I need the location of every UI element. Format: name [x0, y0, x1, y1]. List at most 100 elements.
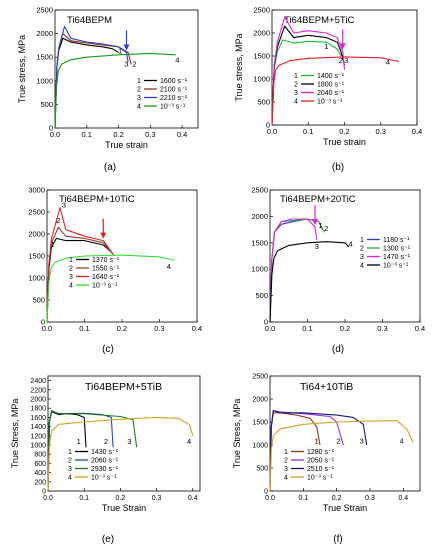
panel-label: (a) [104, 162, 116, 173]
x-tick-label: 0.0 [43, 495, 53, 502]
curve-label: 1 [118, 46, 122, 55]
x-tick-label: 0.2 [113, 130, 123, 139]
fracture-arrow-head [100, 232, 107, 239]
curve-label: 3 [127, 437, 131, 446]
legend-id: 1 [294, 73, 298, 80]
fracture-arrow-head [312, 218, 318, 225]
series-line-1 [271, 39, 342, 126]
legend-id: 2 [69, 266, 73, 273]
curve-label: 2 [56, 216, 60, 225]
curve-label: 3 [124, 60, 128, 69]
x-tick-label: 0.4 [177, 130, 187, 139]
curve-label: 4 [400, 437, 404, 446]
y-tick-label: 500 [255, 291, 268, 300]
legend-id: 3 [294, 90, 298, 97]
y-tick-label: 800 [34, 452, 46, 459]
chart-title: Ti64BEPM+5TiB [85, 381, 162, 393]
chart-title: Ti64+10TiB [300, 381, 353, 393]
x-tick-label: 0.2 [332, 495, 342, 502]
x-tick-label: 0.3 [365, 495, 375, 502]
x-tick-label: 0.3 [154, 324, 164, 333]
legend-id: 4 [137, 104, 141, 111]
y-tick-label: 1500 [252, 420, 268, 427]
series-line-1 [269, 218, 323, 323]
series-line-3 [46, 207, 115, 323]
legend-entry: 1400 s⁻¹ [317, 73, 345, 80]
y-tick-label: 0 [264, 489, 268, 496]
legend-entry: 2510 s⁻¹ [307, 466, 335, 473]
y-tick-label: 1000 [253, 75, 270, 84]
chart-title: Ti64BEPM+10TiC [59, 194, 135, 205]
series-line-4 [269, 241, 350, 323]
legend-entry: 1180 s⁻¹ [383, 237, 410, 244]
series-line-4 [47, 416, 194, 492]
series-line-3 [269, 218, 318, 323]
legend-entry: 10⁻³ s⁻¹ [92, 283, 118, 290]
curve-label: 4 [175, 55, 179, 64]
y-tick-label: 1500 [36, 53, 53, 62]
series-line-3 [271, 16, 346, 126]
y-tick-label: 1000 [28, 274, 45, 283]
x-tick-label: 0.0 [265, 324, 275, 333]
x-tick-label: 0.3 [152, 495, 162, 502]
legend-entry: 10⁻³ s⁻¹ [91, 475, 117, 482]
y-tick-label: 2000 [30, 397, 46, 404]
y-tick-label: 2000 [28, 230, 45, 239]
plot-frame [47, 375, 201, 492]
legend-id: 2 [284, 458, 288, 465]
y-tick-label: 2500 [36, 6, 53, 15]
legend-id: 1 [69, 257, 73, 264]
chart-panel-6: 0.0 0.1 0.2 0.3 0.4 0 500 1000 1500 2000 2500 True … [232, 374, 421, 545]
x-tick-label: 0.1 [302, 324, 312, 333]
curve-label: 4 [187, 437, 191, 446]
legend-entry: 1640 s⁻¹ [92, 274, 120, 281]
chart-title: Ti64BEPM [67, 15, 112, 26]
y-tick-label: 500 [40, 100, 53, 109]
legend-entry: 2100 s⁻¹ [160, 87, 188, 94]
y-tick-label: 0 [41, 318, 45, 327]
series-line-4 [46, 254, 175, 323]
x-tick-label: 0.1 [298, 495, 308, 502]
y-tick-label: 1500 [28, 252, 45, 261]
x-tick-label: 0.2 [339, 127, 349, 136]
legend-id: 4 [68, 475, 72, 482]
x-tick-label: 0.3 [145, 130, 155, 139]
x-tick-label: 0.4 [188, 495, 198, 502]
x-tick-label: 0.4 [398, 495, 408, 502]
legend-id: 4 [360, 263, 364, 270]
legend-id: 2 [294, 82, 298, 89]
x-axis-label: True Strain [323, 503, 367, 513]
legend-id: 3 [360, 254, 364, 261]
x-tick-label: 0.3 [377, 324, 387, 333]
panel-label: (c) [102, 344, 114, 355]
y-tick-label: 200 [34, 479, 46, 486]
legend-entry: 1550 s⁻¹ [92, 266, 120, 273]
legend-id: 2 [360, 246, 364, 253]
y-tick-label: 600 [34, 461, 46, 468]
curve-label: 3 [344, 56, 348, 65]
y-tick-label: 2000 [251, 212, 268, 221]
chart-panel-1: 0.0 0.1 0.2 0.3 0.4 0 500 1000 1500 2000 2500 True … [17, 6, 199, 173]
y-axis-label: True stress, MPa [17, 35, 27, 103]
curve-label: 1 [51, 240, 55, 249]
x-tick-label: 0.1 [82, 130, 92, 139]
y-tick-label: 1000 [252, 443, 268, 450]
legend-id: 1 [137, 78, 141, 85]
chart-panel-2: 0.0 0.1 0.2 0.3 0.4 0 500 1000 1500 2000 2500 True … [234, 6, 422, 174]
legend-id: 2 [68, 458, 72, 465]
curve-label: 3 [360, 437, 364, 446]
x-tick-label: 0.4 [415, 324, 425, 333]
chart-panel-4: 0.0 0.1 0.2 0.3 0.4 0 500 1000 1500 2000 2500 Ti64B… [251, 186, 425, 356]
curve-label: 2 [104, 437, 108, 446]
curve-label: 3 [62, 201, 66, 210]
y-tick-label: 1800 [30, 406, 46, 413]
chart-title: Ti64BEPM+5TiC [284, 15, 354, 26]
legend-entry: 2210 s⁻¹ [160, 95, 188, 102]
y-axis-label: True Stress, MPa [10, 399, 20, 469]
x-axis-label: True strain [105, 140, 148, 150]
y-tick-label: 1000 [251, 265, 268, 274]
y-tick-label: 500 [256, 466, 268, 473]
plot-frame [54, 9, 199, 129]
series-line-3 [269, 409, 368, 492]
legend-entry: 1430 s⁻¹ [91, 449, 119, 456]
